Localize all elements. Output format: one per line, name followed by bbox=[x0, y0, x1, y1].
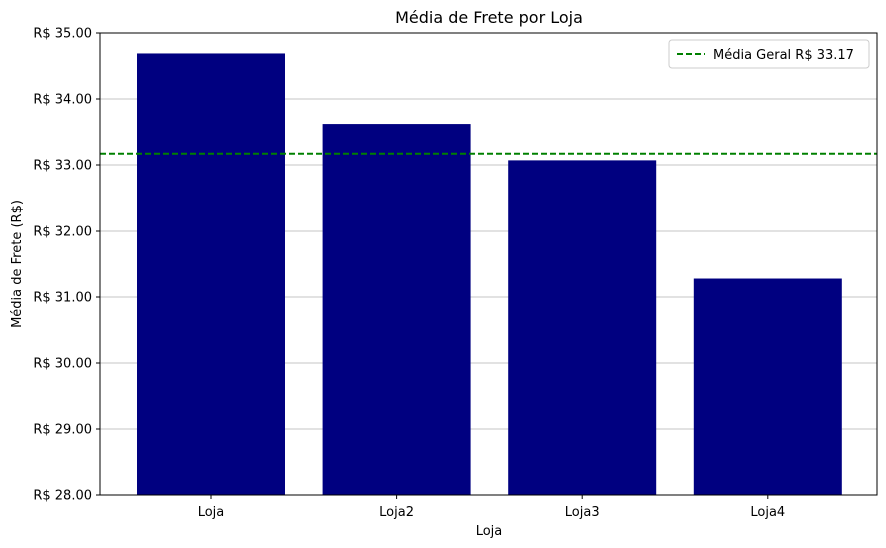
legend-box bbox=[668, 39, 870, 69]
bar-loja3 bbox=[508, 160, 657, 495]
legend-entry-label: Média Geral R$ 33.17 bbox=[713, 48, 854, 63]
legend: Média Geral R$ 33.17 bbox=[668, 39, 870, 69]
bar-loja2 bbox=[322, 124, 471, 495]
x-axis-ticks: Loja Loja2 Loja3 Loja4 bbox=[198, 495, 785, 520]
bars bbox=[137, 53, 842, 496]
y-tick-label: R$ 33.00 bbox=[33, 159, 92, 174]
y-tick-label: R$ 28.00 bbox=[33, 489, 92, 504]
y-tick-label: R$ 34.00 bbox=[33, 93, 92, 108]
y-tick-label: R$ 32.00 bbox=[33, 225, 92, 240]
y-tick-label: R$ 31.00 bbox=[33, 291, 92, 306]
bar-loja bbox=[137, 53, 285, 496]
y-axis-ticks: R$ 28.00 R$ 29.00 R$ 30.00 R$ 31.00 R$ 32.00… bbox=[33, 27, 100, 504]
chart-title: Média de Frete por Loja bbox=[395, 8, 583, 27]
x-tick-label: Loja4 bbox=[750, 505, 785, 520]
bar-loja4 bbox=[693, 278, 842, 495]
x-axis-label: Loja bbox=[476, 524, 503, 539]
plot-frame bbox=[99, 32, 878, 496]
y-axis-label: Média de Frete (R$) bbox=[10, 200, 25, 328]
y-tick-label: R$ 35.00 bbox=[33, 27, 92, 42]
y-tick-label: R$ 29.00 bbox=[33, 423, 92, 438]
x-tick-label: Loja bbox=[198, 505, 225, 520]
x-tick-label: Loja2 bbox=[379, 505, 414, 520]
y-tick-label: R$ 30.00 bbox=[33, 357, 92, 372]
x-tick-label: Loja3 bbox=[565, 505, 600, 520]
